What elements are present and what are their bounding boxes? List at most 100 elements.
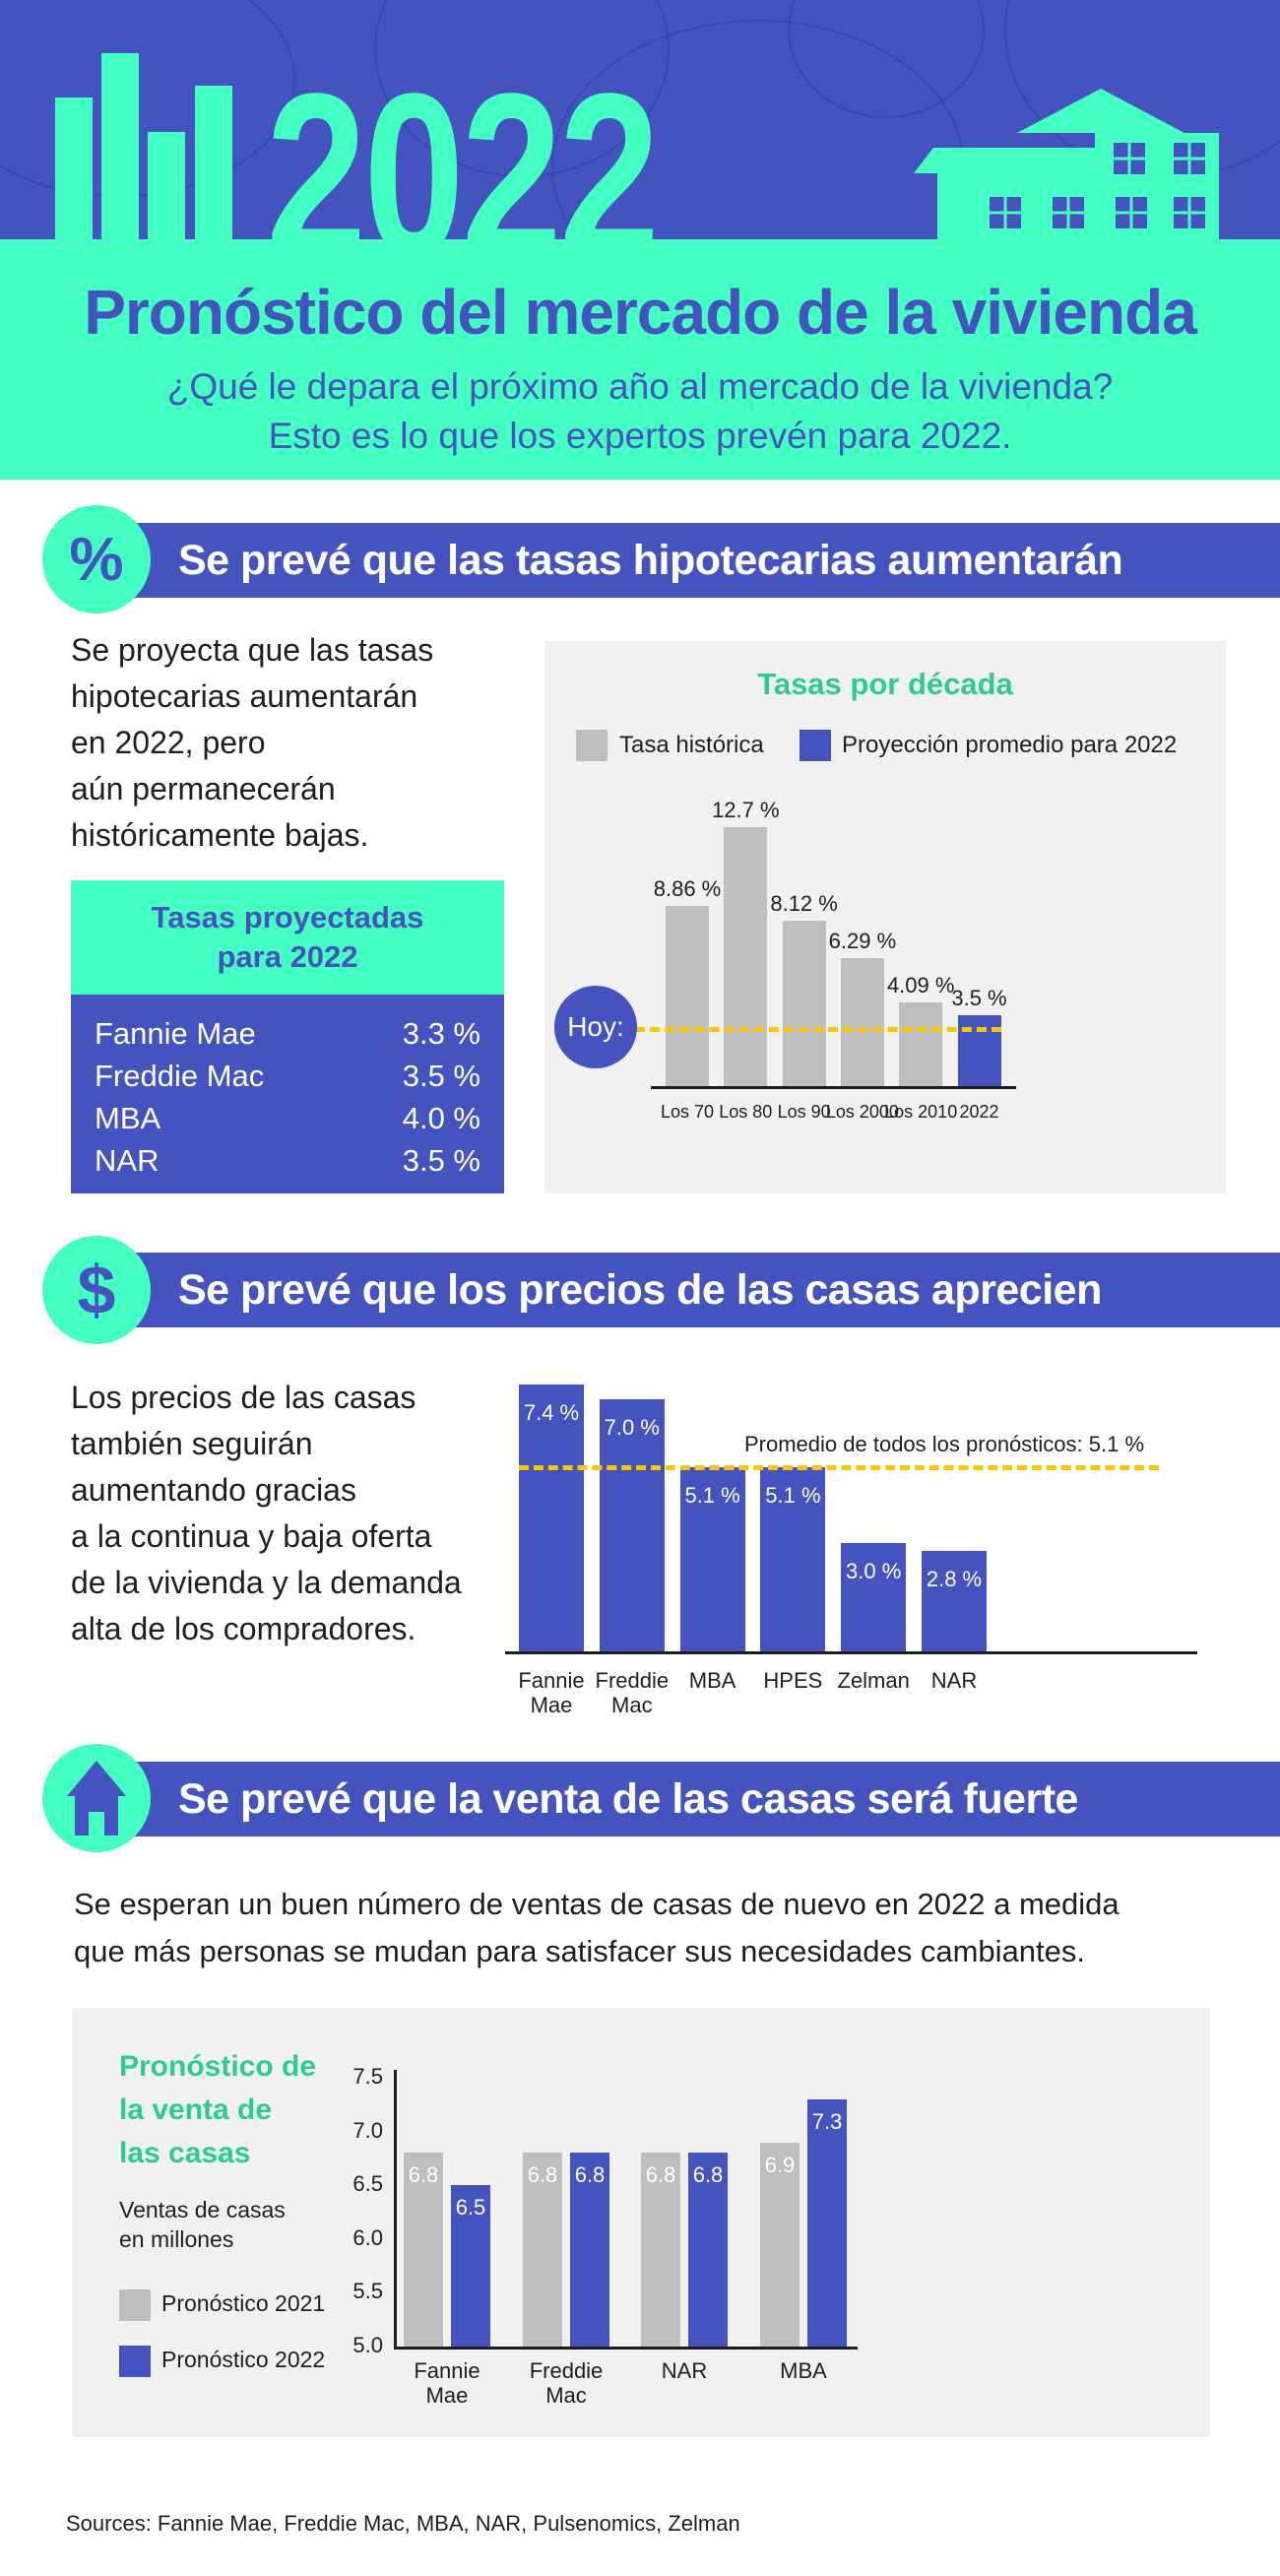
- x-tick-label: Los 80: [719, 1102, 773, 1122]
- chart-plot-area: 8.86 % Los 70 12.7 % Los 80 8.12 % Los 90 6.29…: [544, 641, 1226, 1193]
- bar: [679, 1467, 745, 1651]
- projected-rates-table: Fannie Mae 3.3 % Freddie Mac 3.5 % MBA 4.0 …: [71, 995, 504, 1193]
- section-heading: Se prevé que las tasas hipotecarias aume…: [178, 537, 1123, 584]
- bar: [899, 1002, 943, 1086]
- legend-label: Pronóstico 2021: [161, 2290, 326, 2316]
- row-source: Fannie Mae: [95, 1016, 256, 1051]
- row-source: MBA: [95, 1101, 161, 1135]
- unit-line: Ventas de casas: [119, 2197, 286, 2222]
- bar-value-label: 12.7 %: [712, 798, 780, 823]
- unit-label: Ventas de casas en millones: [119, 2195, 286, 2254]
- x-tick-label: MBA: [667, 1668, 759, 1693]
- section-heading: Se prevé que los precios de las casas ap…: [178, 1266, 1102, 1314]
- house-icon: [42, 1744, 151, 1852]
- bar: [782, 920, 826, 1086]
- bar: [841, 1543, 907, 1651]
- paragraph-line: Los precios de las casas: [71, 1380, 416, 1415]
- paragraph-line: también seguirán: [71, 1426, 313, 1461]
- hero-banner: 2022: [0, 0, 1280, 239]
- row-rate: 4.0 %: [402, 1101, 480, 1135]
- x-tick-label: Los 90: [777, 1102, 831, 1122]
- x-tick-label: Zelman: [827, 1668, 920, 1693]
- projected-rates-table-header: Tasas proyectadas para 2022: [71, 880, 504, 995]
- table-row: NAR 3.5 %: [95, 1139, 480, 1182]
- table-title-line: para 2022: [217, 939, 358, 974]
- bar-value-label: 8.12 %: [770, 890, 838, 916]
- legend-label: Pronóstico 2022: [161, 2347, 326, 2372]
- paragraph-line: de la vivienda y la demanda: [71, 1565, 462, 1600]
- hero-bar-icon: [55, 97, 93, 239]
- prices-paragraph: Los precios de las casas también seguirá…: [71, 1375, 462, 1652]
- unit-line: en millones: [119, 2226, 234, 2252]
- chart-title-line: las casas: [119, 2137, 251, 2169]
- bar: [840, 957, 884, 1086]
- bar-value-label: 5.1 %: [765, 1483, 821, 1509]
- table-row: Freddie Mac 3.5 %: [95, 1055, 480, 1097]
- row-rate: 3.5 %: [402, 1059, 480, 1093]
- paragraph-line: aún permanecerán: [71, 771, 336, 806]
- today-badge: Hoy:: [554, 985, 637, 1068]
- bar: [519, 1385, 584, 1651]
- bar-value-label: 3.0 %: [846, 1559, 902, 1584]
- bar-value-label: 3.5 %: [951, 985, 1007, 1010]
- row-rate: 3.3 %: [402, 1016, 480, 1051]
- paragraph-line: alta de los compradores.: [71, 1611, 416, 1646]
- x-tick-label: NAR: [908, 1668, 1000, 1693]
- section-banner-rates: Se prevé que las tasas hipotecarias aume…: [135, 523, 1280, 598]
- legend-swatch-2022: [119, 2346, 151, 2377]
- house-illustration-icon: [914, 89, 1219, 239]
- x-tick-label: Fannie Mae: [505, 1668, 598, 1717]
- hero-bar-icon: [148, 132, 185, 239]
- chart-title: Tasas por década: [757, 667, 1013, 701]
- x-tick-line: Mac: [611, 1693, 653, 1717]
- x-tick-line: Fannie: [518, 1668, 585, 1693]
- bar: [599, 1398, 665, 1651]
- rates-by-decade-chart: Tasas por década Tasa histórica Proyecci…: [544, 641, 1226, 1193]
- sales-forecast-panel: Pronóstico de la venta de las casas Vent…: [72, 2008, 1210, 2437]
- section-banner-prices: Se prevé que los precios de las casas ap…: [135, 1253, 1280, 1327]
- x-tick-line: Mae: [530, 1693, 573, 1717]
- paragraph-line: a la continua y baja oferta: [71, 1518, 432, 1554]
- x-tick-line: HPES: [763, 1668, 823, 1693]
- table-row: Fannie Mae 3.3 %: [95, 1012, 480, 1055]
- legend-label: Proyección promedio para 2022: [842, 732, 1178, 758]
- bar-value-label: 7.4 %: [523, 1400, 580, 1426]
- bar-value-label: 2.8 %: [926, 1566, 983, 1591]
- x-tick-label: 2022: [959, 1102, 999, 1122]
- legend-swatch-2021: [119, 2289, 151, 2321]
- hero-year: 2022: [266, 59, 658, 239]
- paragraph-line: en 2022, pero: [71, 725, 266, 760]
- x-tick-line: NAR: [930, 1668, 978, 1693]
- x-tick-line: Zelman: [837, 1668, 910, 1693]
- x-tick-label: Freddie Mac: [586, 1668, 678, 1717]
- bar-value-label: 5.1 %: [684, 1483, 740, 1509]
- sources-footnote: Sources: Fannie Mae, Freddie Mac, MBA, N…: [66, 2511, 740, 2536]
- reference-line-label: Promedio de todos los pronósticos: 5.1 %: [744, 1432, 1145, 1457]
- subtitle-line: Esto es lo que los expertos prevén para …: [268, 416, 1012, 456]
- sales-paragraph: Se esperan un buen número de ventas de c…: [74, 1881, 1120, 1975]
- x-tick-label: Los 2010: [884, 1102, 958, 1122]
- page-title: Pronóstico del mercado de la vivienda: [84, 277, 1197, 348]
- subtitle-line: ¿Qué le depara el próximo año al mercado…: [166, 366, 1114, 407]
- paragraph-line: Se esperan un buen número de ventas de c…: [74, 1887, 1120, 1921]
- bar: [724, 827, 768, 1086]
- x-tick-label: HPES: [746, 1668, 839, 1693]
- row-source: NAR: [95, 1143, 160, 1178]
- hero-bar-icon: [101, 53, 139, 239]
- x-axis: [505, 1651, 1197, 1654]
- paragraph-line: Se proyecta que las tasas: [71, 632, 434, 668]
- section-heading: Se prevé que la venta de las casas será …: [178, 1775, 1078, 1823]
- paragraph-line: aumentando gracias: [71, 1472, 356, 1508]
- house-glyph-icon: [67, 1761, 126, 1835]
- x-tick-label: Los 70: [660, 1102, 715, 1122]
- row-rate: 3.5 %: [402, 1143, 480, 1178]
- chart-title-line: Pronóstico de: [119, 2050, 317, 2083]
- page-subtitle: ¿Qué le depara el próximo año al mercado…: [0, 362, 1280, 461]
- row-source: Freddie Mac: [95, 1059, 265, 1093]
- legend-swatch-projection: [800, 730, 831, 761]
- percent-icon: %: [42, 505, 151, 613]
- paragraph-line: históricamente bajas.: [71, 817, 369, 853]
- bar-value-label: 8.86 %: [653, 875, 722, 901]
- bar-value-label: 4.09 %: [886, 973, 955, 998]
- paragraph-line: que más personas se mudan para satisface…: [74, 1934, 1086, 1968]
